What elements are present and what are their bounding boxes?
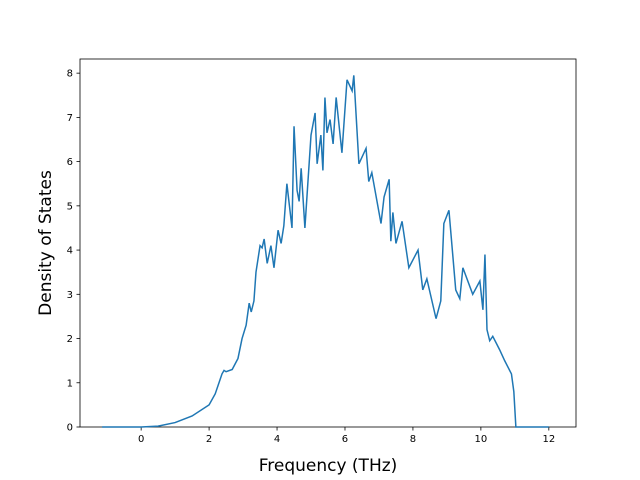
y-tick-label: 1	[67, 378, 73, 389]
y-tick-label: 4	[67, 246, 73, 257]
y-axis-label: Density of States	[36, 170, 56, 316]
y-tick-label: 7	[67, 113, 73, 124]
y-tick-label: 2	[67, 334, 73, 345]
line	[102, 75, 549, 428]
x-tick-label: 8	[410, 434, 416, 445]
x-tick-label: 2	[206, 434, 212, 445]
x-tick-label: 6	[342, 434, 348, 445]
x-tick-label: 10	[475, 434, 488, 445]
x-axis-label: Frequency (THz)	[259, 456, 398, 476]
x-tick-label: 0	[138, 434, 144, 445]
y-tick-label: 5	[67, 201, 73, 212]
y-tick-label: 0	[67, 423, 73, 434]
x-tick-label: 4	[274, 434, 280, 445]
x-tick-label: 12	[542, 434, 555, 445]
y-tick-label: 6	[67, 157, 73, 168]
y-tick-label: 3	[67, 290, 73, 301]
plot-frame	[79, 58, 577, 428]
y-tick-label: 8	[67, 69, 73, 80]
